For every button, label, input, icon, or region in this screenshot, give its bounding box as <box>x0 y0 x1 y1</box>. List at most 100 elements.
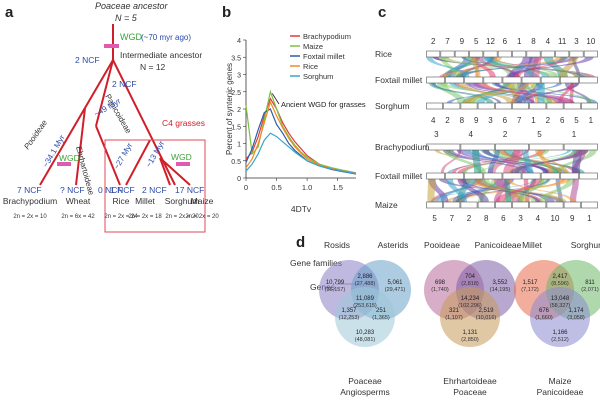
synteny-ribbon <box>461 57 590 77</box>
myr-27: ~27 Myr <box>112 141 135 171</box>
venn-pooideae-panicoideae-ehrhartoideae-count: 2,519 <box>478 308 494 314</box>
chromosome-number: 4 <box>468 130 473 139</box>
synteny-ribbon <box>456 83 517 103</box>
root-label: Poaceae ancestor <box>95 1 169 11</box>
chromosome-number: 5 <box>474 37 479 46</box>
chromosome-bar <box>483 172 503 180</box>
y-tick-label: 4 <box>237 38 241 45</box>
intermediate-n: N = 12 <box>140 62 166 72</box>
y-tick-label: 2.5 <box>231 90 241 97</box>
venn-rosids-asterids-poaceae-count: 10,799 <box>326 280 345 286</box>
venn-rosids-asterids-poaceae-count: 2,886 <box>357 274 373 280</box>
leaf-chromosomes: 2n = 2x = 10 <box>13 214 47 220</box>
synteny-ribbon <box>451 150 530 173</box>
chromosome-bar <box>426 76 445 84</box>
chromosome-number: 12 <box>486 37 495 46</box>
chromosome-bar <box>483 50 498 58</box>
venn-millet-sorghum-maize-label: Millet <box>522 240 542 250</box>
chromosome-bar <box>583 50 598 58</box>
venn-rosids-asterids-poaceae-gene-count: (29,471) <box>385 287 406 293</box>
synteny-ribbon <box>530 83 539 103</box>
leaf-ncf: ? NCF <box>60 185 85 195</box>
chromosome-bar <box>559 76 579 84</box>
synteny-ribbon <box>538 179 576 202</box>
c4-label: C4 grasses <box>162 118 205 128</box>
synteny-ribbon <box>510 150 589 173</box>
synteny-ribbon <box>438 57 557 77</box>
genome-label: Maize <box>375 200 398 210</box>
venn-rosids-asterids-poaceae-circle <box>335 287 395 347</box>
venn-rosids-asterids-poaceae-gene-count: (1,365) <box>372 315 390 321</box>
chromosome-bar <box>540 172 560 180</box>
synteny-ribbon <box>532 57 542 77</box>
synteny-ribbon <box>534 83 594 103</box>
wheat-wgd-label: WGD <box>59 153 80 163</box>
chromosome-bar <box>445 172 465 180</box>
chromosome-bar <box>521 172 541 180</box>
synteny-ribbon <box>506 179 576 202</box>
wheat-wgd-marker <box>57 162 71 166</box>
chromosome-bar <box>512 201 530 209</box>
chromosome-bar <box>502 172 522 180</box>
chromosome-bar <box>443 102 461 110</box>
chromosome-bar <box>445 76 465 84</box>
venn-pooideae-panicoideae-ehrhartoideae-label: Ehrhartoideae <box>443 376 497 386</box>
c4-box <box>104 139 206 233</box>
chromosome-bar <box>494 102 512 110</box>
y-tick-label: 3.5 <box>231 55 241 62</box>
leaf-name: Rice <box>112 196 129 206</box>
chromosome-number: 9 <box>474 116 479 125</box>
venn-pooideae-panicoideae-ehrhartoideae-label: Pooideae <box>424 240 460 250</box>
venn-millet-sorghum-maize-count: 1,517 <box>522 280 538 286</box>
synteny-ribbon <box>457 179 489 202</box>
panel-b: b 0 0.5 1 1.5 2 2.5 3 3.5 4 0 0.5 1.0 1.5 4DTv Percent… <box>222 4 366 214</box>
venn-pooideae-panicoideae-ehrhartoideae-count: 321 <box>449 308 460 314</box>
chromosome-bar <box>464 172 484 180</box>
y-tick-label: 0.5 <box>231 159 241 166</box>
venn-rosids-asterids-poaceae-count: 11,089 <box>356 296 375 302</box>
chromosome-number: 8 <box>531 37 536 46</box>
chromosome-bar <box>477 102 495 110</box>
chromosome-number: 8 <box>484 214 489 223</box>
venn-rosids-asterids-poaceae-count: 1,357 <box>341 308 357 314</box>
chromosome-bar <box>502 76 522 84</box>
chromosome-number: 1 <box>531 116 536 125</box>
wgd-label: WGD <box>120 32 142 42</box>
synteny-ribbon <box>455 179 551 202</box>
chromosome-number: 1 <box>587 214 592 223</box>
venn-rosids-asterids-poaceae-gene-count: (12,253) <box>339 315 360 321</box>
chromosome-number: 6 <box>503 116 508 125</box>
chromosome-number: 5 <box>537 130 542 139</box>
leaf-ncf: 2 NCF <box>142 185 167 195</box>
leaf-chromosomes: 2n = 2x = 20 <box>165 214 199 220</box>
venn-millet-sorghum-maize-circle <box>530 287 590 347</box>
leaf-name: Millet <box>135 196 155 206</box>
chromosome-bar <box>512 102 530 110</box>
synteny-ribbon <box>503 150 524 173</box>
leaf-chromosomes: 2n = 2x = 20 <box>185 214 219 220</box>
y-axis-label: Percent of syntenic genes <box>225 63 234 155</box>
venn-rosids-asterids-poaceae-gene-count: (27,488) <box>355 281 376 287</box>
venn-pooideae-panicoideae-ehrhartoideae-label: Panicoideae <box>475 240 522 250</box>
synteny-ribbon <box>517 83 580 103</box>
chromosome-bar <box>526 50 541 58</box>
venn-millet-sorghum-maize-label: Panicoideae <box>537 387 584 397</box>
y-tick-label: 2 <box>237 107 241 114</box>
series-line <box>245 108 357 175</box>
chromosome-number: 8 <box>460 116 465 125</box>
venn-pooideae-panicoideae-ehrhartoideae-gene-count: (2,818) <box>461 281 479 287</box>
wgd-marker <box>104 44 119 48</box>
leaf-chromosomes: 2n = 2x = 24 <box>104 214 138 220</box>
synteny-ribbon <box>514 57 567 77</box>
synteny-ribbon <box>505 57 594 77</box>
annotation-arrow <box>271 93 280 105</box>
chromosome-number: 2 <box>503 130 508 139</box>
chromosome-bar <box>579 76 598 84</box>
synteny-ribbon <box>436 179 477 202</box>
venn-rosids-asterids-poaceae-gene-count: (48,081) <box>355 337 376 343</box>
panel-a: a Poaceae ancestor N = 5 WGD (~70 myr ag… <box>3 1 219 233</box>
x-axis-label: 4DTv <box>291 204 312 214</box>
venn-millet-sorghum-maize-gene-count: (58,327) <box>550 303 571 309</box>
synteny-ribbon <box>460 179 540 202</box>
